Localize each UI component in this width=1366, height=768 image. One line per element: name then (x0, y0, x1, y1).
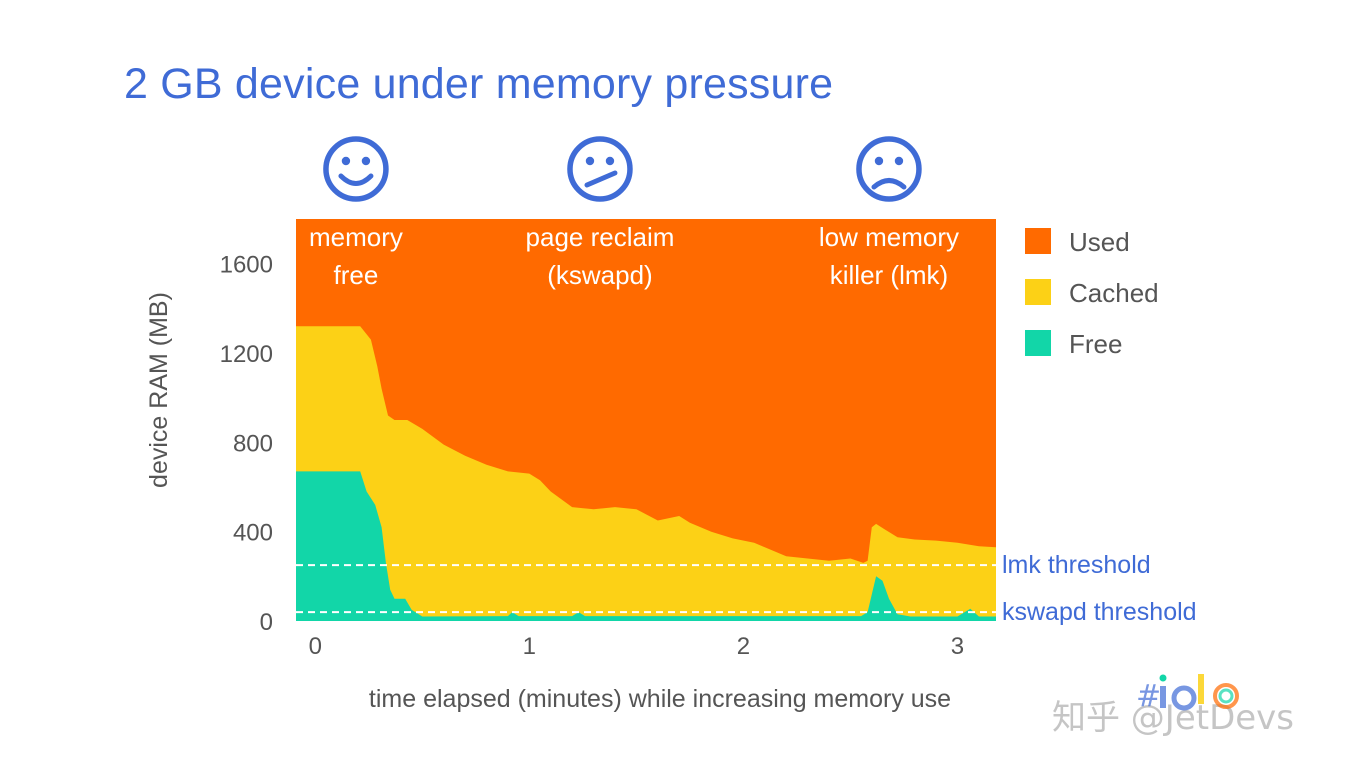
x-axis: 0 1 2 3 (309, 633, 965, 660)
legend-label: Used (1069, 227, 1130, 257)
slide-title: 2 GB device under memory pressure (124, 60, 834, 108)
free-area (296, 471, 996, 621)
mood-faces (323, 136, 922, 202)
happy-face-icon (323, 136, 389, 202)
threshold-label: lmk threshold (1002, 551, 1151, 579)
threshold-lines: lmk threshold kswapd threshold (296, 551, 1197, 626)
phase-label: page reclaim (526, 222, 675, 252)
legend: Used Cached Free (1025, 227, 1159, 359)
y-tick-label: 1600 (220, 252, 273, 279)
y-tick-label: 400 (233, 520, 273, 547)
x-tick-label: 1 (523, 633, 536, 660)
uneasy-face-icon (567, 136, 633, 202)
legend-swatch (1025, 330, 1051, 356)
y-axis: 0 400 800 1200 1600 (220, 252, 273, 636)
sad-face-icon (856, 136, 922, 202)
x-tick-label: 0 (309, 633, 322, 660)
legend-swatch (1025, 228, 1051, 254)
legend-label: Free (1069, 329, 1122, 359)
threshold-label: kswapd threshold (1002, 598, 1197, 626)
x-tick-label: 3 (951, 633, 964, 660)
y-tick-label: 1200 (220, 341, 273, 368)
cached-area (296, 326, 996, 621)
y-tick-label: 800 (233, 430, 273, 457)
phase-label: killer (lmk) (830, 260, 948, 290)
phase-label: free (334, 260, 379, 290)
phase-label: low memory (819, 222, 959, 252)
legend-label: Cached (1069, 278, 1159, 308)
watermark: 知乎 @JetDevs (1052, 698, 1295, 738)
y-tick-label: 0 (260, 609, 273, 636)
svg-text:#: # (1136, 679, 1161, 714)
google-io-logo-icon: # (1136, 674, 1239, 714)
y-axis-label: device RAM (MB) (145, 292, 173, 488)
x-axis-label: time elapsed (minutes) while increasing … (369, 685, 951, 713)
phase-label: (kswapd) (547, 260, 652, 290)
phase-labels: memory free page reclaim (kswapd) low memory… (309, 222, 959, 290)
legend-swatch (1025, 279, 1051, 305)
x-tick-label: 2 (737, 633, 750, 660)
phase-label: memory (309, 222, 403, 252)
